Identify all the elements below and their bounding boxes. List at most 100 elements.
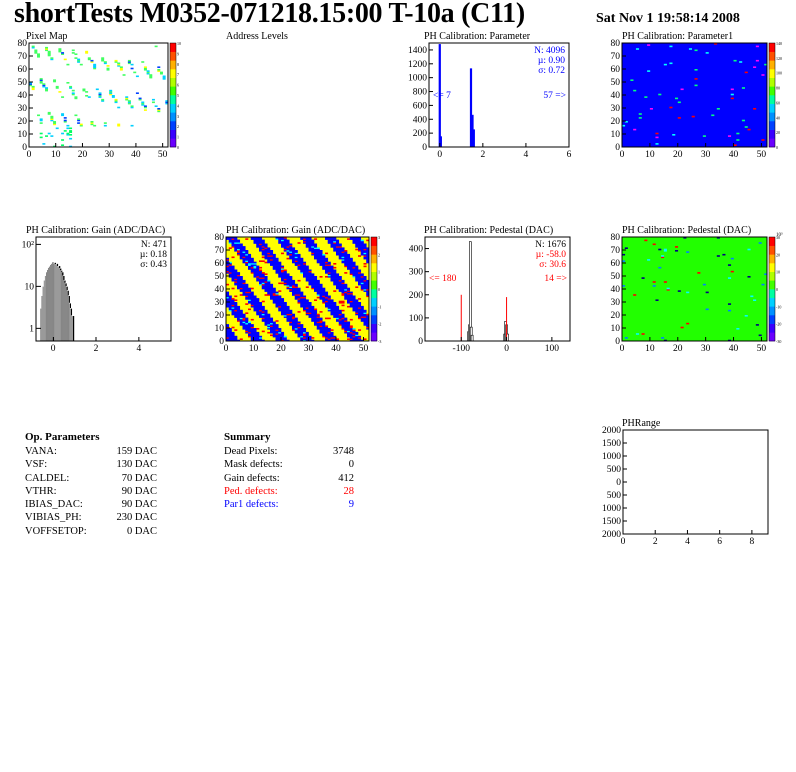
gain-map-cell <box>250 324 254 326</box>
gain-map-cell <box>344 295 348 298</box>
gain-map-cell <box>338 300 342 303</box>
gain-map-cell <box>341 261 345 264</box>
gain-map-cell <box>347 289 351 291</box>
gain-map-cell <box>349 337 353 339</box>
gain-map-cell <box>250 326 254 329</box>
gain-map-cell <box>270 291 274 294</box>
gain-map-cell <box>336 240 340 243</box>
gain-map-cell <box>234 237 238 239</box>
gain-map-cell <box>275 326 279 329</box>
ph-param1-palette-bin <box>769 86 775 96</box>
gain-map-cell <box>267 326 271 329</box>
gain-map-cell <box>330 276 334 278</box>
gain-map-cell <box>341 289 345 291</box>
gain-map-cell <box>292 294 296 296</box>
gain-map-cell <box>228 309 232 312</box>
gain-hist-ytick-label: 10 <box>25 282 35 292</box>
ph-param1-cell <box>727 135 732 137</box>
gain-map-cell <box>333 273 337 275</box>
gain-map-cell <box>292 320 296 322</box>
pedestal-hist-ytick-label: 200 <box>409 291 424 301</box>
gain-map-cell <box>303 274 307 277</box>
phrange-ytick-label: 2000 <box>602 426 621 436</box>
gain-map-ytick-label: 40 <box>215 285 225 295</box>
gain-map-cell <box>292 318 296 321</box>
gain-map-cell <box>226 335 230 338</box>
gain-map-cell <box>245 331 249 334</box>
gain-map-cell <box>256 274 260 277</box>
gain-map-cell <box>360 286 364 288</box>
summary-value: 28 <box>343 485 355 497</box>
gain-map-cell <box>300 270 304 273</box>
gain-map-cell <box>278 304 282 307</box>
gain-map-cell <box>366 281 370 283</box>
gain-map-cell <box>363 278 367 281</box>
gain-map-cell <box>281 276 285 278</box>
gain-map-cell <box>270 255 274 257</box>
gain-map-cell <box>261 253 265 256</box>
gain-map-chart: PH Calibration: Gain (ADC/DAC)0 10 20 30 40 5… <box>215 225 382 354</box>
pixel-map-cell <box>90 59 94 62</box>
gain-map-cell <box>245 255 249 257</box>
gain-map-cell <box>333 338 337 340</box>
gain-map-cell <box>275 292 279 295</box>
gain-map-cell <box>253 269 257 272</box>
gain-map-cell <box>300 238 304 240</box>
gain-map-cell <box>330 309 334 312</box>
gain-map-cell <box>366 317 370 320</box>
gain-map-cell <box>228 270 232 273</box>
gain-map-cell <box>330 244 334 247</box>
pedestal-map-cell <box>652 285 656 287</box>
gain-map-cell <box>289 279 293 282</box>
gain-map-cell <box>292 252 296 255</box>
gain-map-cell <box>228 265 232 268</box>
op-parameters-title: Op. Parameters <box>25 431 100 443</box>
gain-map-cell <box>253 333 257 335</box>
gain-map-cell <box>234 247 238 249</box>
gain-map-cell <box>226 237 230 239</box>
gain-map-cell <box>358 274 362 277</box>
gain-map-cell <box>231 338 235 340</box>
pixel-map-cell <box>103 122 107 124</box>
gain-map-cell <box>270 260 274 262</box>
gain-map-cell <box>234 316 238 318</box>
gain-map-cell <box>363 317 367 320</box>
pixel-map-cell <box>69 127 73 130</box>
gain-map-cell <box>264 316 268 318</box>
gain-map-cell <box>272 302 276 304</box>
pixel-map-palette-bin <box>170 43 176 52</box>
gain-map-cell <box>234 308 238 311</box>
gain-map-cell <box>226 328 230 330</box>
gain-map-cell <box>283 278 287 281</box>
ph-param1-cell <box>755 45 759 48</box>
gain-map-cell <box>234 240 238 243</box>
gain-map-cell <box>275 335 279 338</box>
gain-map-cell <box>366 289 370 291</box>
gain-map-cell <box>363 312 367 314</box>
gain-map-cell <box>231 307 235 309</box>
ph-param-frame <box>428 42 570 148</box>
pedestal-hist-xtick-label: 0 <box>504 344 509 354</box>
gain-map-cell <box>278 240 282 243</box>
ph-param1-cell <box>739 61 743 63</box>
gain-map-cell <box>234 243 238 246</box>
gain-map-cell <box>239 279 243 282</box>
gain-map-cell <box>283 237 287 239</box>
gain-map-cell <box>256 312 260 314</box>
gain-map-cell <box>322 328 326 330</box>
gain-map-cell <box>272 324 276 326</box>
gain-map-cell <box>283 282 287 285</box>
pedestal-map-cell <box>727 303 732 305</box>
gain-map-cell <box>349 302 353 304</box>
pixel-map-cell <box>69 134 73 136</box>
pixel-map-cell <box>66 132 70 135</box>
gain-map-cell <box>327 240 331 243</box>
gain-map-cell <box>294 289 298 291</box>
gain-map-cell <box>333 303 337 305</box>
phrange-frame <box>622 429 769 535</box>
gain-map-cell <box>231 270 235 273</box>
gain-map-cell <box>344 290 348 292</box>
gain-map-cell <box>278 269 282 272</box>
pedestal-map-cell <box>666 289 670 291</box>
gain-map-cell <box>333 244 337 247</box>
